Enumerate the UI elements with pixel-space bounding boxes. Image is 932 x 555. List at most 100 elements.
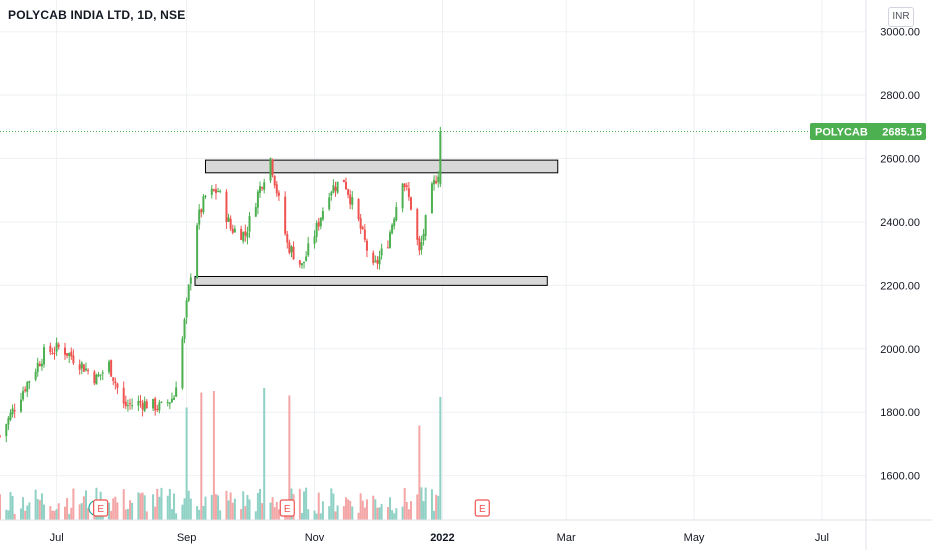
volume-bar <box>124 509 127 520</box>
candle-body <box>248 215 251 232</box>
volume-bar <box>435 494 438 520</box>
candle-body <box>168 402 171 404</box>
volume-bar <box>55 509 58 520</box>
candle-body <box>395 207 398 221</box>
volume-bar <box>248 499 251 520</box>
volume-bar <box>263 388 266 520</box>
candle-body <box>158 402 161 411</box>
candle-body <box>259 186 262 193</box>
volume-bar <box>261 503 264 520</box>
volume-bar <box>409 501 412 520</box>
candle-body <box>156 408 159 410</box>
candle-body <box>84 368 87 371</box>
volume-bar <box>175 513 178 520</box>
candle-body <box>189 277 192 284</box>
candle-body <box>95 374 98 385</box>
support-zone[interactable] <box>194 275 548 286</box>
volume-bar <box>391 510 394 520</box>
volume-bar <box>173 493 176 520</box>
volume-bar <box>380 503 383 520</box>
candle-body <box>196 225 199 279</box>
candle-body <box>439 131 442 184</box>
x-tick-label: Jul <box>50 532 64 544</box>
candle-body <box>93 371 96 384</box>
volume-bar <box>198 509 201 520</box>
candle-body <box>99 374 102 376</box>
volume-bar <box>344 497 347 520</box>
candle-body <box>330 192 333 196</box>
candle-body <box>403 183 406 188</box>
candle-body <box>424 215 427 236</box>
volume-bar <box>219 510 222 520</box>
volume-bar <box>372 495 375 520</box>
volume-bar <box>319 513 322 520</box>
candle-body <box>269 158 272 181</box>
volume-bar <box>72 488 75 520</box>
volume-bar <box>357 512 360 520</box>
candle-body <box>68 353 71 357</box>
candle-body <box>261 187 264 189</box>
candle-body <box>244 231 247 236</box>
candle-body <box>24 389 27 392</box>
volume-bar <box>405 502 408 520</box>
event-markers[interactable]: DEEE <box>88 499 490 517</box>
volume-bar <box>183 498 186 520</box>
candle-body <box>80 362 83 369</box>
candle-body <box>240 228 243 240</box>
volume-bar <box>196 506 199 520</box>
candle-body <box>229 218 232 229</box>
candle-body <box>38 364 41 367</box>
volume-bar <box>51 510 54 520</box>
earnings-marker[interactable] <box>279 499 295 517</box>
volume-bar <box>418 425 421 520</box>
volume-bar <box>108 502 111 520</box>
volume-bar <box>166 495 169 520</box>
candle-body <box>57 344 60 348</box>
candle-body <box>416 209 419 240</box>
candle-body <box>407 188 410 198</box>
candles <box>0 126 442 443</box>
volume-bar <box>139 493 142 520</box>
candle-body <box>233 228 236 233</box>
volume-bar <box>288 395 291 520</box>
volume-bar <box>269 502 272 520</box>
currency-button[interactable]: INR <box>888 7 914 27</box>
volume-bar <box>0 494 1 520</box>
volume-bar <box>229 492 232 520</box>
volume-bar <box>84 490 87 520</box>
volume-bar <box>307 509 310 520</box>
candle-body <box>303 261 306 263</box>
candle-body <box>131 405 134 407</box>
candle-body <box>214 189 217 194</box>
volume-bar <box>277 509 280 520</box>
grid <box>0 0 866 520</box>
volume-bar <box>365 499 368 520</box>
candle-body <box>173 397 176 400</box>
volume-bar <box>181 504 184 520</box>
candle-body <box>332 185 335 193</box>
candle-body <box>112 377 115 381</box>
candle-body <box>13 410 16 412</box>
earnings-marker[interactable] <box>474 499 490 517</box>
resistance-zone[interactable] <box>204 159 559 174</box>
volume-bar <box>64 506 67 520</box>
volume-bar <box>11 495 14 520</box>
candle-body <box>160 401 163 403</box>
volume-bar <box>116 502 119 520</box>
candle-body <box>40 363 43 367</box>
volume-bar <box>422 501 425 520</box>
candle-body <box>129 403 132 405</box>
volume-bar <box>187 490 190 520</box>
price-zones[interactable] <box>194 159 559 286</box>
candle-body <box>181 338 184 389</box>
volume-bar <box>407 509 410 520</box>
volume-bars <box>0 388 442 520</box>
volume-bar <box>303 491 306 520</box>
candle-body <box>349 194 352 205</box>
candle-body <box>28 381 31 383</box>
volume-bar <box>141 492 144 520</box>
earnings-marker[interactable] <box>93 499 109 517</box>
